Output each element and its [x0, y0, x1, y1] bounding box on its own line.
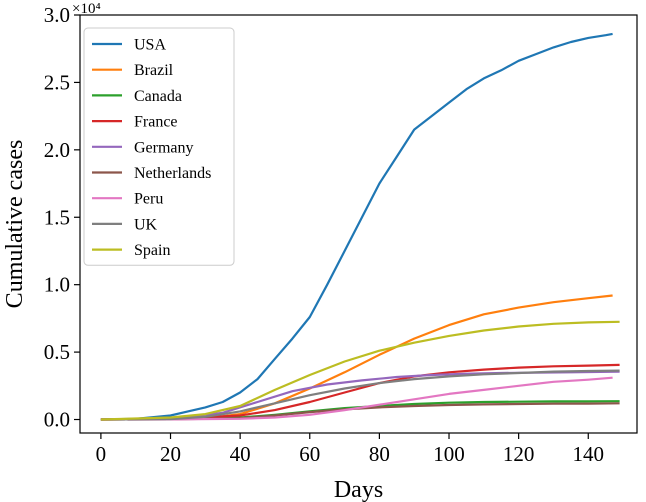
legend-label: Netherlands [134, 165, 211, 182]
y-tick-label: 1.0 [44, 273, 70, 297]
y-tick-label: 0.5 [44, 340, 70, 364]
legend-label: Canada [134, 88, 182, 105]
plot-frame [79, 14, 638, 434]
x-axis-title: Days [334, 477, 383, 502]
x-tick-label: 60 [299, 442, 320, 466]
legend-box [83, 27, 235, 266]
series-lines [100, 32, 620, 421]
x-tick-label: 20 [160, 442, 181, 466]
legend: USA Brazil Canada France Germany Netherlands P… [83, 27, 235, 266]
series-line-8 [100, 320, 620, 421]
y-tick-label: 3.0 [44, 3, 70, 27]
series-line-4 [100, 370, 620, 421]
legend-label: Germany [134, 139, 194, 156]
x-tick-label: 80 [369, 442, 390, 466]
legend-label: France [134, 114, 178, 131]
x-tick-label: 0 [96, 442, 107, 466]
x-tick-label: 100 [433, 442, 465, 466]
legend-label: UK [134, 216, 158, 233]
x-tick-label: 120 [503, 442, 535, 466]
axis-ticks: 0 20 40 60 80 100 120 140 0.0 0.5 1.0 1.5 2.0 2.5 3.0 [44, 3, 604, 466]
y-tick-label: 2.0 [44, 138, 70, 162]
x-tick-label: 40 [230, 442, 251, 466]
y-scale-label: ×10⁴ [72, 1, 101, 17]
y-tick-label: 2.5 [44, 70, 70, 94]
series-line-0 [100, 32, 613, 421]
series-line-3 [100, 363, 620, 421]
legend-label: USA [134, 37, 166, 54]
y-tick-label: 0.0 [44, 408, 70, 432]
legend-label: Peru [134, 191, 163, 208]
x-tick-label: 140 [573, 442, 605, 466]
y-axis-title: Cumulative cases [2, 140, 28, 309]
series-line-7 [100, 369, 620, 421]
y-tick-label: 1.5 [44, 205, 70, 229]
legend-label: Spain [134, 242, 170, 259]
series-line-6 [100, 376, 613, 421]
legend-label: Brazil [134, 62, 174, 79]
